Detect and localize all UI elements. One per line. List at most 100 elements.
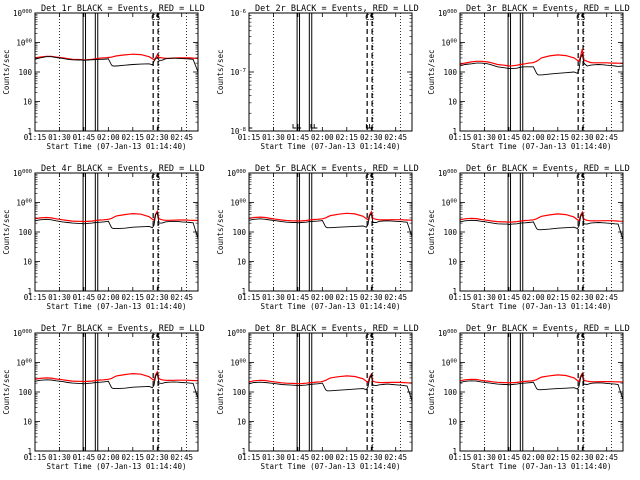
x-tick-label: 02:45 [170, 133, 193, 142]
panel-title: Det 6r BLACK = Events, RED = LLD [466, 164, 630, 174]
y-tick-label: 1 [27, 447, 32, 456]
x-tick-label: 02:15 [122, 293, 145, 302]
x-tick-label: 01:45 [498, 453, 521, 462]
plot-frame [459, 172, 624, 292]
x-tick-label: 01:30 [473, 453, 496, 462]
x-tick-label: 01:15 [238, 133, 261, 142]
y-tick-label: 10 [23, 418, 33, 427]
x-tick-label: 02:15 [336, 453, 359, 462]
x-tick-label: 01:30 [262, 453, 285, 462]
x-axis-label: Start Time (07-Jan-13 01:14:40) [261, 142, 401, 151]
y-tick-label: 10-8 [230, 127, 246, 136]
y-tick-label: 100 [232, 388, 246, 397]
x-tick-label: 02:45 [384, 453, 407, 462]
x-tick-label: 02:45 [595, 133, 618, 142]
x-tick-label: 01:15 [24, 453, 47, 462]
panel-title: Det 9r BLACK = Events, RED = LLD [466, 324, 630, 334]
y-tick-label: 10 [23, 258, 33, 267]
x-axis-label: Start Time (07-Jan-13 01:14:40) [261, 462, 401, 471]
event-marker-label: CS [151, 13, 161, 22]
x-tick-label: 02:00 [522, 453, 545, 462]
y-tick-label: 10 [448, 258, 458, 267]
y-tick-label: 10000 [13, 169, 32, 178]
x-tick-label: 02:30 [571, 453, 594, 462]
y-tick-label: 10 [237, 418, 247, 427]
panel-det-4r: Det 4r BLACK = Events, RED = LLD 01:15 01:… [2, 164, 205, 311]
panel-det-6r: Det 6r BLACK = Events, RED = LLD 01:15 01:… [427, 164, 630, 311]
y-axis-label: Counts/sec [2, 209, 11, 254]
x-tick-label: 01:15 [24, 293, 47, 302]
y-tick-label: 1000 [441, 359, 457, 368]
y-tick-label: 100 [443, 68, 457, 77]
x-tick-label: 02:00 [97, 453, 120, 462]
y-axis-label: Counts/sec [216, 369, 225, 414]
x-tick-label: 02:15 [547, 133, 570, 142]
y-tick-label: 100 [443, 388, 457, 397]
y-tick-label: 10000 [13, 9, 32, 18]
x-tick-label: 01:45 [498, 133, 521, 142]
floor-segment [310, 124, 315, 129]
floor-segment [313, 124, 318, 129]
lld-series-line [459, 48, 624, 67]
y-tick-label: 10 [448, 98, 458, 107]
events-series-line [34, 371, 199, 399]
y-tick-label: 10-7 [230, 68, 246, 77]
x-tick-label: 01:15 [449, 293, 472, 302]
y-tick-label: 10000 [438, 9, 457, 18]
events-series-line [248, 212, 413, 237]
y-tick-label: 1 [241, 287, 246, 296]
plot-frame [248, 12, 413, 132]
y-tick-label: 100 [232, 228, 246, 237]
y-tick-label: 100 [443, 228, 457, 237]
y-axis-label: Counts/sec [2, 369, 11, 414]
x-tick-label: 02:00 [311, 453, 334, 462]
events-series-line [34, 211, 199, 239]
plot-frame [459, 332, 624, 452]
x-tick-label: 01:15 [238, 453, 261, 462]
events-series-line [34, 56, 199, 73]
x-tick-label: 01:15 [24, 133, 47, 142]
panel-title: Det 1r BLACK = Events, RED = LLD [41, 4, 205, 14]
y-tick-label: 10000 [227, 169, 246, 178]
x-tick-label: 02:45 [384, 133, 407, 142]
y-tick-label: 10000 [438, 329, 457, 338]
y-tick-label: 1000 [16, 359, 32, 368]
y-axis-label: Counts/sec [427, 369, 436, 414]
x-axis-label: Start Time (07-Jan-13 01:14:40) [261, 302, 401, 311]
x-tick-label: 02:15 [122, 133, 145, 142]
panel-title: Det 4r BLACK = Events, RED = LLD [41, 164, 205, 174]
x-tick-label: 02:15 [122, 453, 145, 462]
x-tick-label: 02:45 [595, 453, 618, 462]
floor-segment [292, 124, 297, 129]
panel-det-7r: Det 7r BLACK = Events, RED = LLD 01:15 01:… [2, 324, 205, 471]
x-tick-label: 01:30 [48, 293, 71, 302]
x-tick-label: 01:15 [449, 453, 472, 462]
x-tick-label: 02:45 [595, 293, 618, 302]
x-axis-label: Start Time (07-Jan-13 01:14:40) [47, 302, 187, 311]
y-tick-label: 1 [452, 287, 457, 296]
x-axis-label: Start Time (07-Jan-13 01:14:40) [472, 462, 612, 471]
x-tick-label: 01:30 [48, 453, 71, 462]
x-tick-label: 02:45 [384, 293, 407, 302]
y-tick-label: 10000 [13, 329, 32, 338]
y-axis-label: Counts/sec [216, 209, 225, 254]
lld-series-line [459, 210, 624, 223]
y-tick-label: 1000 [441, 39, 457, 48]
x-tick-label: 02:30 [571, 293, 594, 302]
plot-frame [34, 12, 199, 132]
x-tick-label: 01:45 [73, 133, 96, 142]
lld-series-line [459, 371, 624, 384]
x-tick-label: 01:45 [287, 293, 310, 302]
event-marker-label: CS [576, 173, 586, 182]
x-tick-label: 01:45 [498, 293, 521, 302]
x-tick-label: 01:45 [287, 133, 310, 142]
panel-title: Det 7r BLACK = Events, RED = LLD [41, 324, 205, 334]
y-tick-label: 10000 [438, 169, 457, 178]
y-axis-label: Counts/sec [427, 209, 436, 254]
event-marker-label: CS [151, 333, 161, 342]
plot-frame [34, 332, 199, 452]
x-tick-label: 02:30 [146, 453, 169, 462]
